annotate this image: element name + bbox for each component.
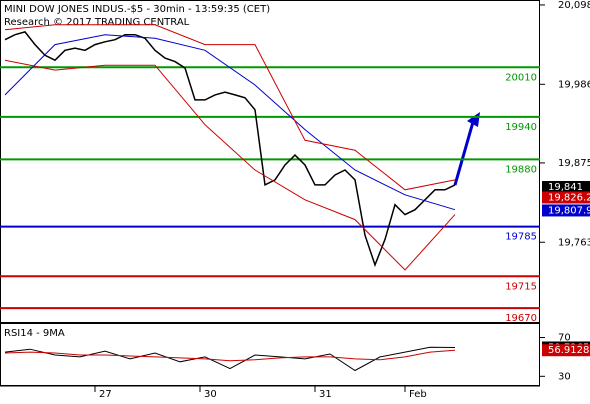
y-tick-label: 19,875 xyxy=(558,158,590,169)
level-label: 19785 xyxy=(505,232,537,243)
y-tick-label: 20,098 xyxy=(558,0,590,11)
arrow-head xyxy=(467,112,480,127)
forecast-arrow xyxy=(453,121,475,186)
series-line xyxy=(4,24,456,191)
chart-title: MINI DOW JONES INDUS.-$5 - 30min - 13:59… xyxy=(4,4,270,15)
chart-subtitle: Research © 2017 TRADING CENTRAL xyxy=(4,17,190,28)
price-badge xyxy=(542,191,590,204)
price-badge-label: 19,807.9 xyxy=(548,205,590,216)
series-line xyxy=(4,346,456,372)
level-label: 19715 xyxy=(505,281,537,292)
y-tick-label: 30 xyxy=(558,371,571,382)
y-tick-label: 19,763 xyxy=(558,237,590,248)
series-line xyxy=(4,59,456,271)
price-badge xyxy=(542,181,590,193)
y-tick-label: 70 xyxy=(558,333,571,344)
level-label: 19880 xyxy=(505,164,537,175)
x-tick-label: 31 xyxy=(319,389,332,400)
price-badge-label: 19,841 xyxy=(548,182,583,193)
level-label: 19670 xyxy=(505,313,537,324)
price-badge-label: 56.9128 xyxy=(548,345,589,356)
level-label: 19940 xyxy=(505,122,537,133)
x-tick-label: 27 xyxy=(99,389,112,400)
price-badge xyxy=(542,344,590,357)
x-tick-label: Feb xyxy=(409,389,427,400)
main-frame xyxy=(0,0,540,323)
series-line xyxy=(4,34,456,211)
level-label: 20010 xyxy=(505,72,537,83)
y-tick-label: 19,986 xyxy=(558,79,590,90)
series-line xyxy=(4,31,456,268)
series-line xyxy=(4,349,456,362)
price-badge-label: 19,826.2 xyxy=(548,192,590,203)
rsi-title: RSI14 - 9MA xyxy=(4,328,65,339)
price-badge xyxy=(542,204,590,217)
x-tick-label: 30 xyxy=(204,389,217,400)
